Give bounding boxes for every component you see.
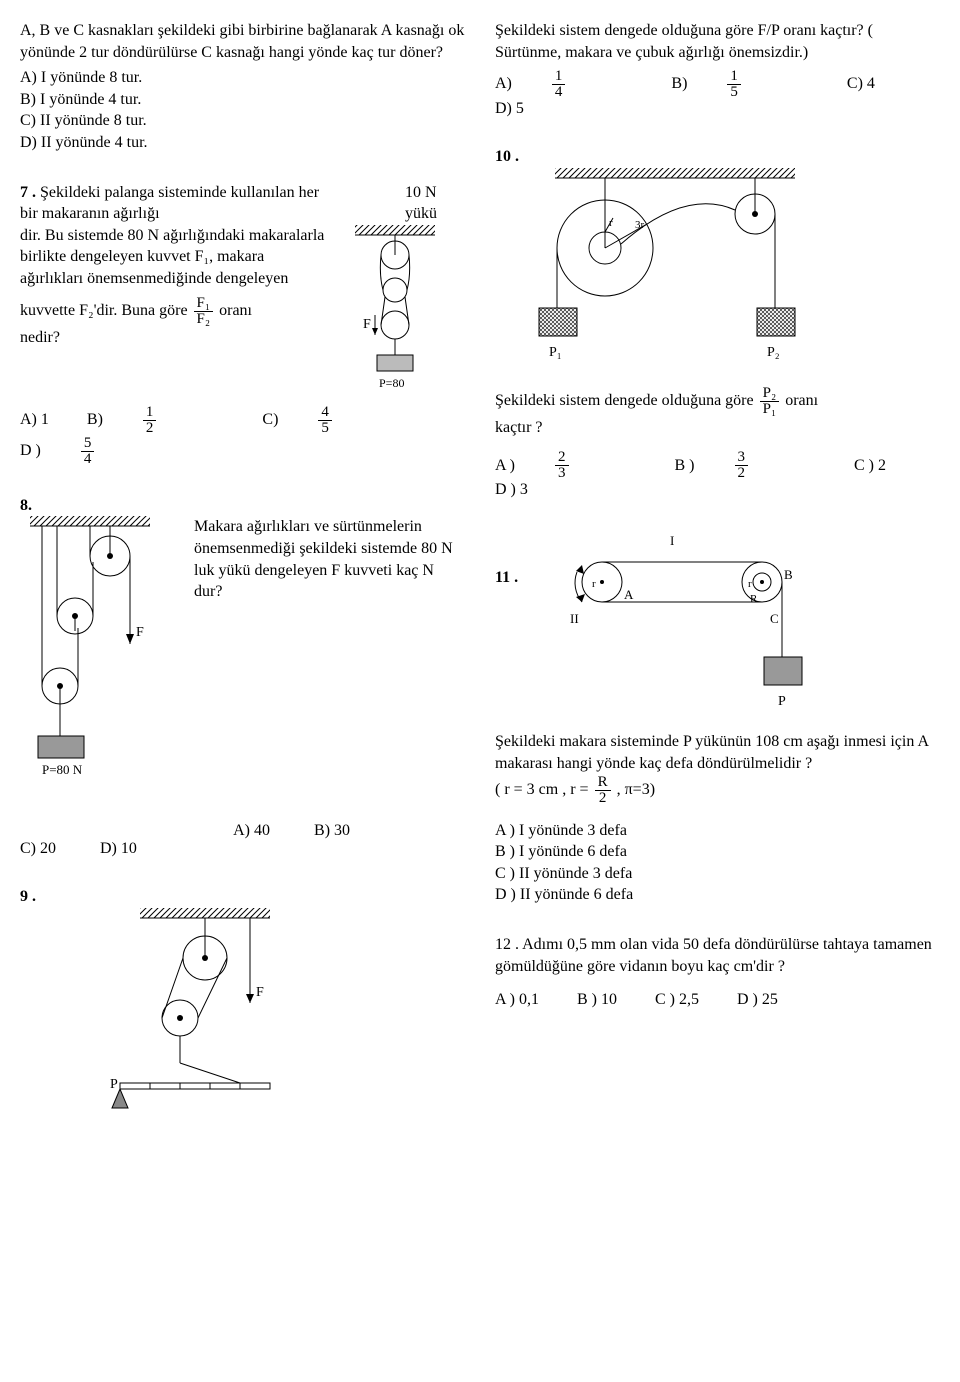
svg-text:P₂: P₂ bbox=[767, 345, 780, 360]
q11-figure: I II r A B r R C P bbox=[532, 527, 832, 717]
question-9-text: Şekildeki sistem dengede olduğuna göre F… bbox=[495, 20, 940, 118]
q6-d: D) II yönünde 4 tur. bbox=[20, 132, 465, 154]
q8-d: D) 10 bbox=[100, 840, 137, 857]
q8-c: C) 20 bbox=[20, 840, 56, 857]
q12-text: 12 . Adımı 0,5 mm olan vida 50 defa dönd… bbox=[495, 934, 940, 977]
q7-figure: F P=80 bbox=[345, 225, 455, 395]
q7-frac: F₁ F₂ bbox=[194, 296, 214, 327]
question-6: A, B ve C kasnakları şekildeki gibi birb… bbox=[20, 20, 465, 154]
q11-text: Şekildeki makara sisteminde P yükünün 10… bbox=[495, 731, 940, 774]
svg-text:A: A bbox=[624, 587, 634, 602]
q6-c: C) II yönünde 8 tur. bbox=[20, 110, 465, 132]
svg-text:F: F bbox=[363, 317, 371, 332]
q8-b: B) 30 bbox=[314, 822, 350, 839]
q9-d: D) 5 bbox=[495, 100, 524, 118]
q11-hint: ( r = 3 cm , r = R2 , π=3) bbox=[495, 775, 940, 806]
q7-c: C) 45 bbox=[262, 405, 400, 436]
q11-b: B ) I yönünde 6 defa bbox=[495, 841, 940, 863]
q7-text3-post: oranı bbox=[219, 302, 252, 319]
q6-b: B) I yönünde 4 tur. bbox=[20, 89, 465, 111]
q6-options: A) I yönünde 8 tur. B) I yönünde 4 tur. … bbox=[20, 67, 465, 153]
question-12: 12 . Adımı 0,5 mm olan vida 50 defa dönd… bbox=[495, 934, 940, 1009]
q11-c: C ) II yönünde 3 defa bbox=[495, 863, 940, 885]
q9-a: A) 14 bbox=[495, 69, 633, 100]
question-7: 7 . Şekildeki palanga sisteminde kullanı… bbox=[20, 182, 465, 467]
q7-a: A) 1 bbox=[20, 411, 49, 429]
q10-text-post: oranı bbox=[785, 392, 818, 409]
q11-d: D ) II yönünde 6 defa bbox=[495, 884, 940, 906]
q11-a: A ) I yönünde 3 defa bbox=[495, 820, 940, 842]
q12-a: A ) 0,1 bbox=[495, 991, 539, 1009]
svg-text:r: r bbox=[592, 578, 596, 590]
svg-text:R: R bbox=[750, 593, 758, 605]
question-11: 11 . I II r A bbox=[495, 527, 940, 906]
q10-c: C ) 2 bbox=[854, 457, 886, 475]
svg-text:P: P bbox=[110, 1077, 118, 1092]
q10-figure: r 3r P₁ P₂ bbox=[495, 168, 835, 378]
q6-a: A) I yönünde 8 tur. bbox=[20, 67, 465, 89]
q7-text1: Şekildeki palanga sisteminde kullanılan … bbox=[20, 184, 319, 223]
q8-a: A) 40 bbox=[233, 822, 270, 839]
q10-frac: P₂ P₁ bbox=[760, 386, 780, 417]
q7-d: D ) 54 bbox=[20, 436, 162, 467]
q9-c: C) 4 bbox=[847, 75, 875, 93]
svg-text:P=80 N: P=80 N bbox=[42, 762, 83, 777]
q7-text4: nedir? bbox=[20, 327, 331, 349]
svg-text:B: B bbox=[784, 567, 793, 582]
q10-b: B ) 32 bbox=[675, 450, 817, 481]
q9-b: B) 15 bbox=[671, 69, 809, 100]
svg-text:F: F bbox=[256, 985, 264, 1000]
q10-a: A ) 23 bbox=[495, 450, 637, 481]
q12-b: B ) 10 bbox=[577, 991, 617, 1009]
question-10: 10 . r 3r bbox=[495, 146, 940, 499]
q10-d: D ) 3 bbox=[495, 481, 528, 499]
q10-text-pre: Şekildeki sistem dengede olduğuna göre bbox=[495, 392, 754, 409]
q11-lead: 11 . bbox=[495, 569, 518, 586]
q8-lead: 8. bbox=[20, 497, 32, 514]
q12-d: D ) 25 bbox=[737, 991, 778, 1009]
question-9: 9 . F bbox=[20, 886, 465, 1138]
q6-text: A, B ve C kasnakları şekildeki gibi birb… bbox=[20, 20, 465, 63]
q9-lead: 9 . bbox=[20, 888, 36, 905]
q7-lead: 7 . bbox=[20, 184, 36, 201]
q7-text3-pre: kuvvette F₂'dir. Buna göre bbox=[20, 302, 188, 319]
q9-figure: F P bbox=[110, 908, 310, 1138]
q9-text: Şekildeki sistem dengede olduğuna göre F… bbox=[495, 20, 940, 63]
q7-text2: dir. Bu sistemde 80 N ağırlığındaki maka… bbox=[20, 225, 331, 290]
svg-text:I: I bbox=[670, 533, 674, 548]
q8-text: Makara ağırlıkları ve sürtünmelerin önem… bbox=[194, 516, 465, 602]
svg-text:II: II bbox=[570, 611, 579, 626]
svg-text:P₁: P₁ bbox=[549, 345, 562, 360]
svg-text:P=80: P=80 bbox=[379, 376, 404, 390]
q7-side-text: 10 N yükü bbox=[405, 182, 465, 225]
q10-lead: 10 . bbox=[495, 148, 519, 165]
q8-figure: F P=80 N bbox=[20, 516, 180, 816]
svg-text:r: r bbox=[748, 578, 752, 590]
question-8: 8. F bbox=[20, 495, 465, 859]
svg-text:F: F bbox=[136, 625, 144, 640]
q10-text2: kaçtır ? bbox=[495, 417, 940, 439]
svg-text:C: C bbox=[770, 611, 779, 626]
q12-c: C ) 2,5 bbox=[655, 991, 699, 1009]
svg-text:P: P bbox=[778, 694, 786, 709]
q7-b: B) 12 bbox=[87, 405, 225, 436]
